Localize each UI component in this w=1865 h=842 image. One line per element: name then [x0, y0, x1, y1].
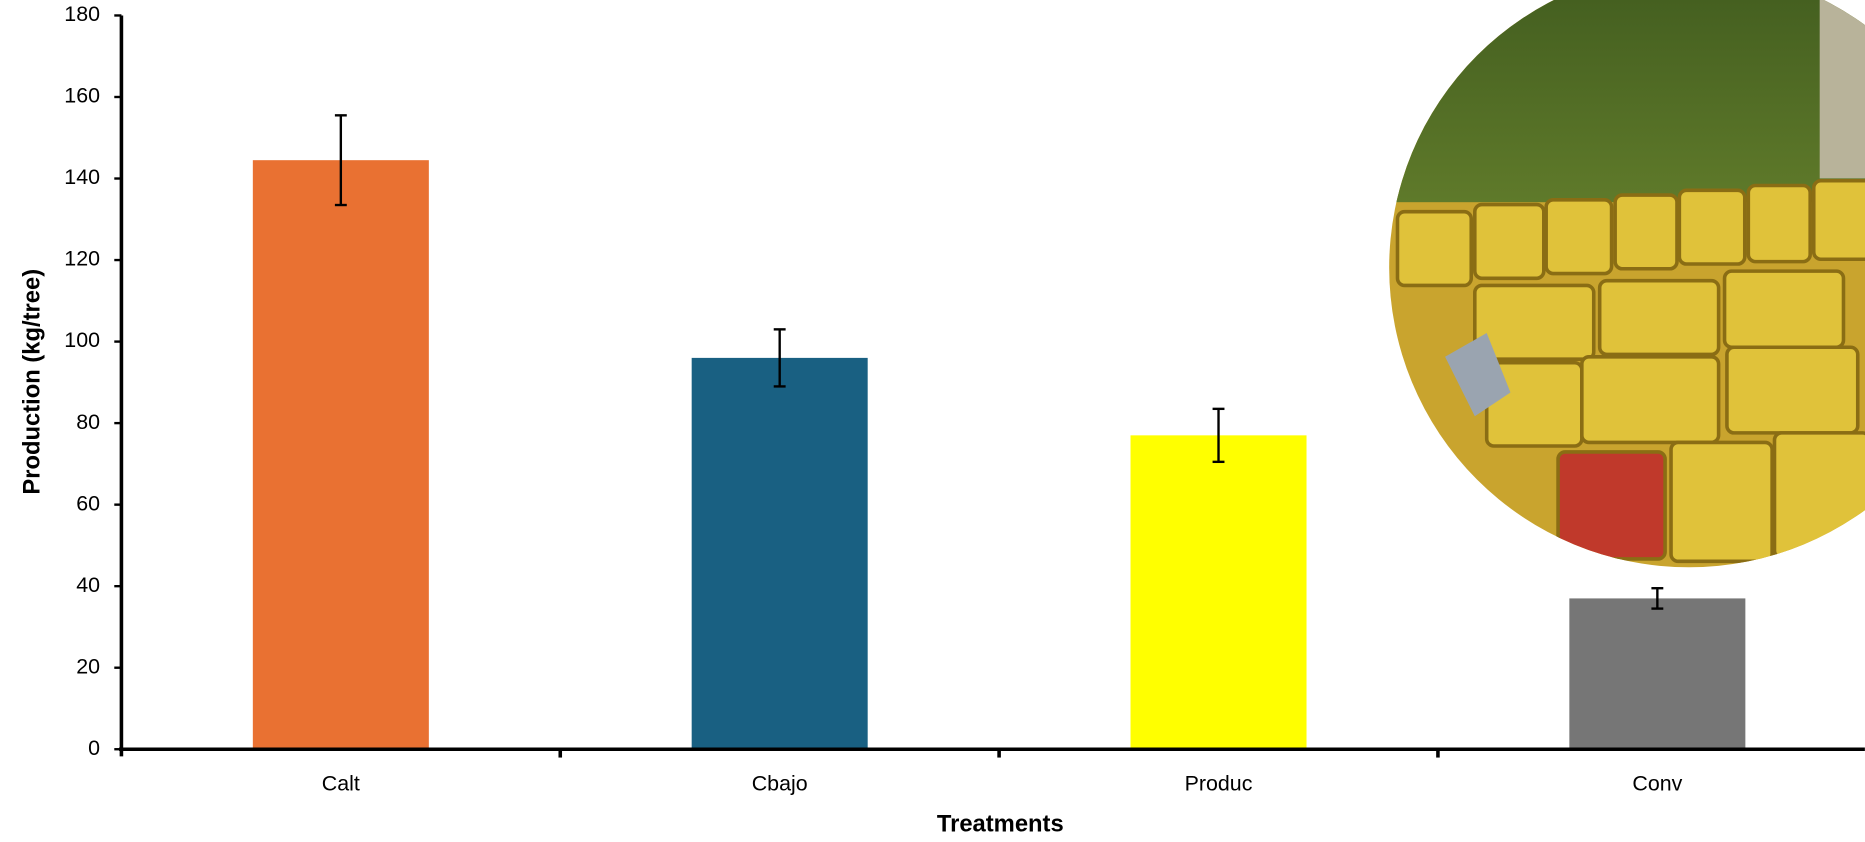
bar: [1131, 435, 1307, 749]
y-tick-label: 20: [76, 654, 100, 678]
bar: [1569, 598, 1745, 749]
y-tick-label: 160: [64, 84, 100, 108]
y-tick-label: 0: [88, 736, 100, 760]
y-tick-label: 140: [64, 165, 100, 189]
y-tick-label: 60: [76, 491, 100, 515]
chart: Production (kg/tree) Treatments 0 20 40 60 8…: [0, 0, 1865, 842]
y-axis-title: Production (kg/tree): [19, 269, 46, 495]
bar: [692, 358, 868, 749]
bar: [253, 160, 429, 749]
x-axis-title: Treatments: [937, 811, 1064, 838]
page: {"chart_data": {"type": "bar", "x_label"…: [0, 0, 1865, 842]
y-tick-label: 40: [76, 573, 100, 597]
y-tick-label: 120: [64, 247, 100, 271]
y-tick-label: 80: [76, 410, 100, 434]
x-tick-label: Cbajo: [752, 772, 808, 796]
y-tick-label: 180: [64, 2, 100, 26]
x-tick-label: Calt: [322, 772, 360, 796]
photo: [1380, 0, 1865, 595]
y-tick-label: 100: [64, 328, 100, 352]
x-tick-label: Conv: [1632, 772, 1682, 796]
x-tick-label: Produc: [1185, 772, 1253, 796]
